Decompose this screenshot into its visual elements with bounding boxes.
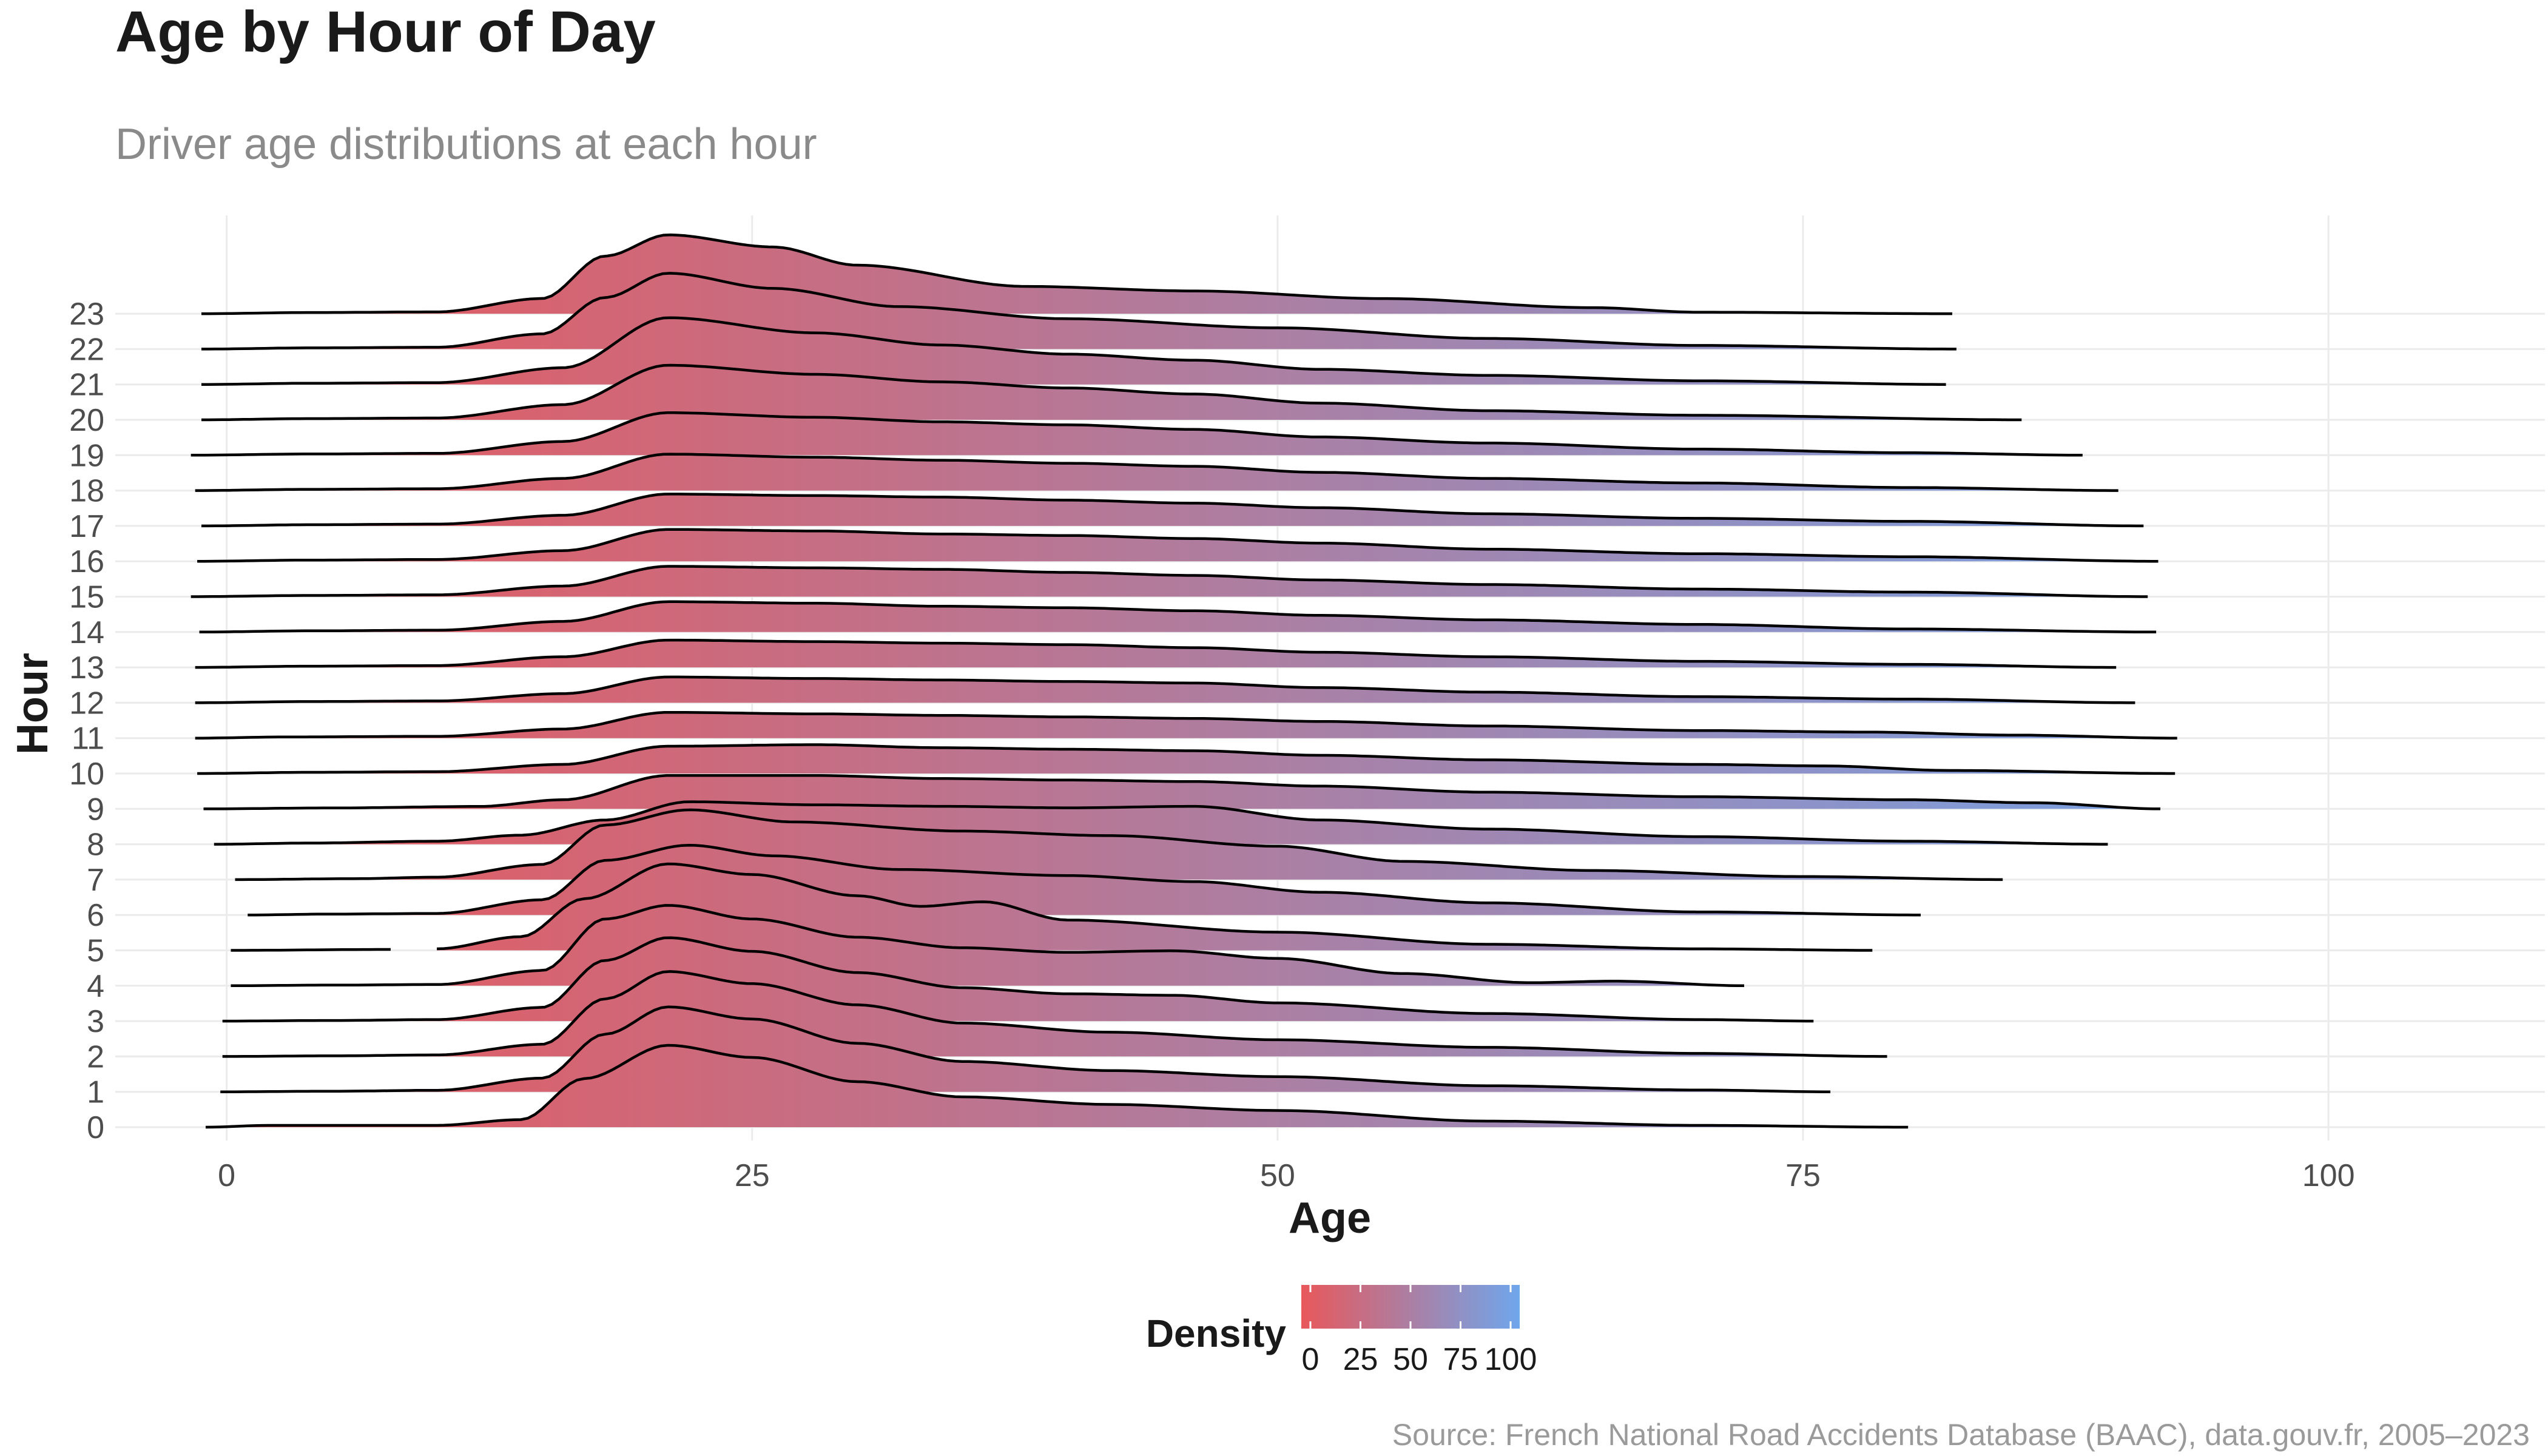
- y-tick-label-13: 13: [69, 650, 104, 686]
- y-tick-label-15: 15: [69, 580, 104, 615]
- y-tick-label-21: 21: [69, 368, 104, 403]
- ridge-line-3-0: [222, 936, 1814, 1023]
- y-tick-label-22: 22: [69, 332, 104, 367]
- y-tick-label-18: 18: [69, 474, 104, 509]
- y-tick-label-6: 6: [87, 898, 104, 933]
- y-tick-label-7: 7: [87, 863, 104, 898]
- ridge-line-17-0: [201, 493, 2144, 528]
- y-tick-label-9: 9: [87, 792, 104, 827]
- ridge-hour-23: [201, 233, 1952, 315]
- legend-tick-label-100: 100: [1485, 1342, 1537, 1377]
- ridge-fill-0-0: [206, 1045, 1909, 1127]
- ridge-hour-9: [203, 774, 2161, 811]
- legend-tick-label-50: 50: [1393, 1342, 1428, 1377]
- x-tick-labels: 0 25 50 75 100: [218, 1158, 2354, 1193]
- ridge-layer: [190, 233, 2177, 1129]
- ridge-line-22-0: [201, 272, 1956, 351]
- ridge-line-0-0: [205, 1043, 1909, 1129]
- ridge-fill-19-0: [190, 413, 2083, 456]
- ridge-hour-16: [197, 528, 2159, 563]
- y-tick-label-2: 2: [87, 1039, 104, 1074]
- ridge-hour-20: [201, 363, 2022, 422]
- ridge-line-9-0: [203, 774, 2161, 811]
- y-tick-label-12: 12: [69, 686, 104, 721]
- ridge-line-8-0: [214, 800, 2108, 846]
- y-tick-label-19: 19: [69, 438, 104, 473]
- y-tick-label-3: 3: [87, 1004, 104, 1039]
- ridge-line-20-0: [201, 363, 2022, 422]
- y-tick-label-10: 10: [69, 757, 104, 792]
- ridge-hour-14: [199, 600, 2157, 634]
- ridge-hour-21: [201, 316, 1946, 386]
- ridge-hour-18: [195, 453, 2118, 492]
- ridge-line-12-0: [195, 675, 2135, 704]
- y-tick-label-16: 16: [69, 544, 104, 579]
- ridge-line-14-0: [199, 600, 2157, 634]
- chart-caption: Source: French National Road Accidents D…: [1392, 1418, 2530, 1452]
- ridge-line-4-0: [231, 904, 1745, 988]
- ridge-fill-21-0: [201, 317, 1946, 385]
- y-tick-label-4: 4: [87, 969, 104, 1004]
- ridge-line-21-0: [201, 316, 1946, 386]
- ridge-line-15-0: [190, 565, 2148, 598]
- ridge-hour-12: [195, 675, 2135, 704]
- legend-tick-label-25: 25: [1343, 1342, 1378, 1377]
- ridge-line-16-0: [197, 528, 2159, 563]
- ridge-line-7-0: [235, 808, 2003, 881]
- legend: Density 0 25 50 75 100: [1146, 1285, 1537, 1377]
- legend-ticks: 0 25 50 75 100: [1302, 1285, 1537, 1377]
- y-axis-title: Hour: [8, 653, 57, 755]
- ridge-hour-11: [195, 710, 2177, 740]
- legend-title: Density: [1146, 1312, 1287, 1355]
- x-tick-label-25: 25: [735, 1158, 770, 1193]
- y-tick-label-17: 17: [69, 509, 104, 544]
- ridge-line-18-0: [195, 453, 2118, 492]
- ridge-hour-17: [201, 493, 2144, 528]
- y-tick-label-0: 0: [87, 1110, 104, 1145]
- y-tick-label-11: 11: [72, 721, 104, 757]
- ridge-fill-10-0: [197, 744, 2176, 774]
- ridge-hour-10: [197, 743, 2176, 775]
- y-tick-label-23: 23: [69, 297, 104, 332]
- ridge-fill-16-0: [197, 529, 2159, 562]
- ridge-line-6-0: [248, 843, 1921, 917]
- grid-layer: [115, 215, 2545, 1141]
- ridge-hour-13: [195, 638, 2117, 669]
- y-tick-label-20: 20: [69, 403, 104, 438]
- legend-tick-label-0: 0: [1302, 1342, 1320, 1377]
- ridge-hour-0: [205, 1043, 1909, 1129]
- ridge-hour-19: [190, 411, 2083, 457]
- y-tick-label-14: 14: [69, 615, 104, 650]
- ridge-fill-20-0: [201, 365, 2022, 420]
- ridge-line-23-0: [201, 233, 1952, 315]
- ridge-line-11-0: [195, 710, 2177, 740]
- y-tick-label-8: 8: [87, 827, 104, 863]
- ridge-line-10-0: [197, 743, 2176, 775]
- ridge-line-1-0: [220, 1005, 1831, 1093]
- ridge-line-5-1: [437, 862, 1873, 952]
- ridge-line-5-0: [231, 948, 391, 952]
- x-tick-label-0: 0: [218, 1158, 235, 1193]
- legend-tick-label-75: 75: [1443, 1342, 1478, 1377]
- x-tick-label-100: 100: [2302, 1158, 2355, 1193]
- ridge-fill-18-0: [195, 454, 2118, 491]
- ridge-line-2-0: [222, 970, 1887, 1058]
- y-tick-label-5: 5: [87, 934, 104, 969]
- x-tick-label-50: 50: [1260, 1158, 1295, 1193]
- x-tick-label-75: 75: [1785, 1158, 1821, 1193]
- ridge-line-13-0: [195, 638, 2117, 669]
- x-axis-title: Age: [1289, 1194, 1371, 1242]
- ridge-hour-15: [190, 565, 2148, 598]
- ridge-fill-23-0: [201, 235, 1952, 314]
- chart-subtitle: Driver age distributions at each hour: [115, 120, 817, 169]
- chart-title: Age by Hour of Day: [115, 0, 656, 64]
- ridge-line-19-0: [190, 411, 2083, 457]
- y-tick-label-1: 1: [87, 1075, 104, 1110]
